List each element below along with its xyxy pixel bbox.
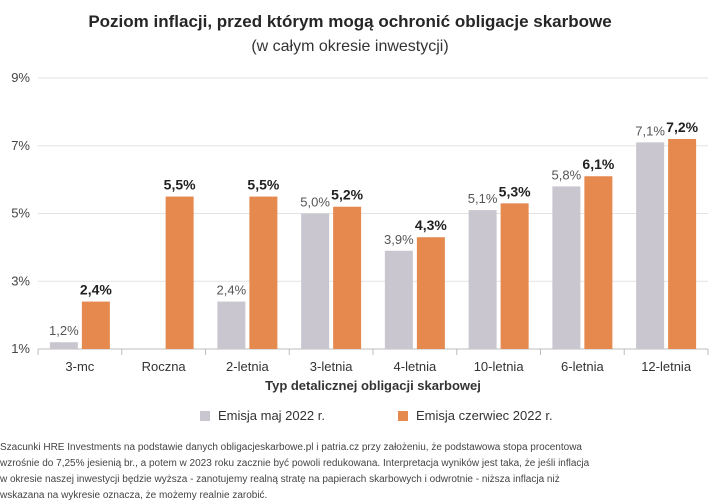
bar-may — [301, 213, 330, 349]
legend-label-may: Emisja maj 2022 r. — [218, 408, 325, 423]
x-tick-label: Roczna — [142, 359, 187, 374]
y-tick-label: 3% — [11, 273, 30, 288]
bar-may — [636, 142, 665, 349]
data-label: 2,4% — [217, 283, 247, 298]
legend: Emisja maj 2022 r. Emisja czerwiec 2022 … — [0, 408, 720, 428]
bar-may — [552, 186, 581, 349]
y-tick-label: 5% — [11, 206, 30, 221]
footnote-line: wzrośnie do 7,25% jesienią br., a potem … — [0, 458, 590, 469]
x-tick-label: 12-letnia — [641, 359, 692, 374]
x-axis-title: Typ detalicznej obligacji skarbowej — [265, 378, 481, 393]
data-label: 5,5% — [164, 177, 196, 193]
x-tick-label: 3-mc — [65, 359, 94, 374]
y-tick-label: 7% — [11, 138, 30, 153]
legend-item-june: Emisja czerwiec 2022 r. — [398, 408, 553, 423]
x-tick-label: 3-letnia — [310, 359, 353, 374]
data-label: 2,4% — [80, 282, 112, 298]
bar-june — [500, 203, 529, 349]
footnote: Szacunki HRE Investments na podstawie da… — [0, 440, 715, 504]
bar-may — [468, 210, 497, 349]
bar-june — [165, 196, 194, 349]
data-label: 7,1% — [635, 123, 665, 138]
data-label: 1,2% — [49, 323, 79, 338]
data-label: 5,1% — [468, 191, 498, 206]
y-tick-label: 1% — [11, 341, 30, 356]
bar-may — [49, 342, 78, 349]
bar-may — [217, 301, 246, 349]
data-label: 7,2% — [666, 119, 698, 135]
data-label: 5,0% — [300, 195, 330, 210]
bar-june — [416, 237, 445, 349]
x-tick-label: 2-letnia — [226, 359, 269, 374]
legend-swatch-may — [200, 410, 210, 421]
chart-subtitle: (w całym okresie inwestycji) — [251, 38, 449, 55]
bar-june — [333, 206, 362, 349]
legend-item-may: Emisja maj 2022 r. — [200, 408, 325, 423]
bar-june — [249, 196, 278, 349]
x-tick-label: 6-letnia — [561, 359, 604, 374]
legend-label-june: Emisja czerwiec 2022 r. — [416, 408, 553, 423]
footnote-line: wskazana na wykresie oznacza, że możemy … — [0, 490, 268, 501]
bar-may — [384, 250, 413, 349]
chart-title: Poziom inflacji, przed którym mogą ochro… — [88, 12, 612, 31]
data-label: 5,2% — [331, 187, 363, 203]
data-label: 5,5% — [247, 177, 279, 193]
legend-swatch-june — [398, 410, 408, 421]
x-tick-label: 10-letnia — [474, 359, 525, 374]
data-label: 5,8% — [552, 167, 582, 182]
bar-june — [81, 301, 110, 349]
y-tick-label: 9% — [11, 70, 30, 85]
bar-june — [584, 176, 613, 349]
data-label: 3,9% — [384, 232, 414, 247]
data-label: 6,1% — [582, 156, 614, 172]
data-label: 4,3% — [415, 217, 447, 233]
data-label: 5,3% — [499, 183, 531, 199]
bar-chart: 1% 3% 5% 7% 9% 1,2% 2,4% 3-mc 5,5% Roczna 2,4% 5,5%… — [11, 70, 709, 393]
x-tick-label: 4-letnia — [394, 359, 437, 374]
bar-june — [668, 138, 697, 349]
footnote-line: Szacunki HRE Investments na podstawie da… — [0, 442, 582, 453]
footnote-line: w okresie naszej inwestycji będzie wyższ… — [0, 474, 560, 485]
